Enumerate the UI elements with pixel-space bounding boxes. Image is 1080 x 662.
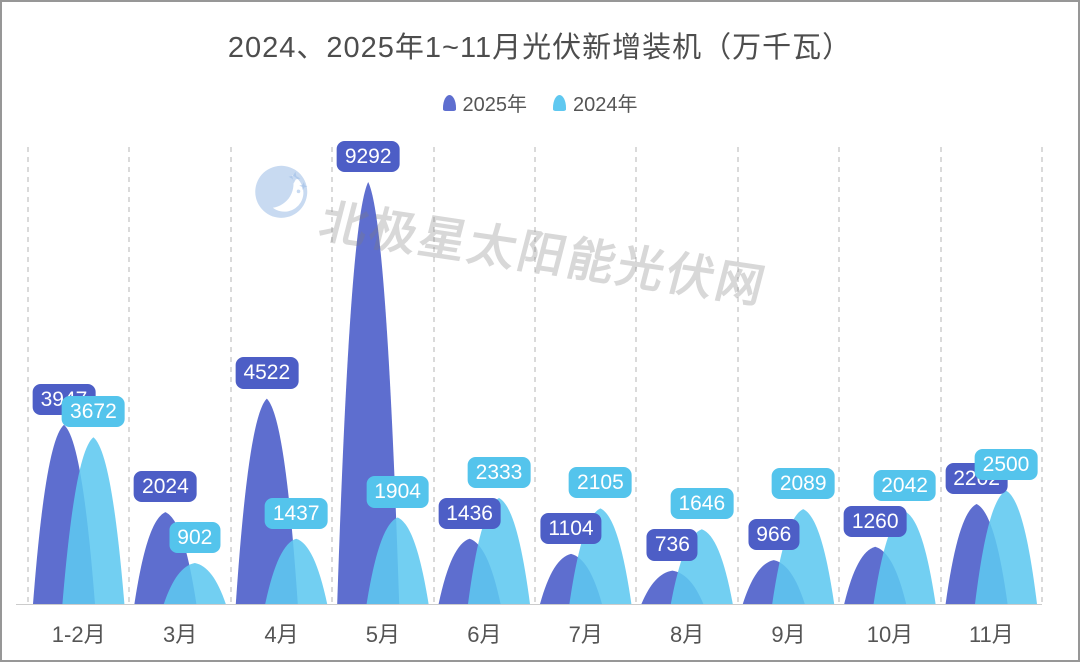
- legend: 2025年 2024年: [2, 88, 1078, 117]
- plot-area: 3947367220249024522143792921904143623331…: [16, 140, 1043, 605]
- legend-marker-2025-icon: [442, 94, 456, 111]
- value-label-2025年-8月: 736: [646, 529, 698, 561]
- legend-label-2024: 2024年: [573, 94, 638, 116]
- value-label-2025年-9月: 966: [748, 518, 800, 551]
- x-axis-label-8月: 8月: [670, 622, 705, 647]
- x-axis-label-7月: 7月: [568, 622, 603, 647]
- value-label-2025年-10月: 1260: [843, 505, 907, 537]
- bar-2024年-5月[interactable]: [366, 517, 429, 604]
- x-axis-line: [16, 604, 1042, 605]
- value-label-2024年-10月: 2042: [873, 470, 936, 502]
- legend-item-2025[interactable]: 2025年: [442, 88, 528, 117]
- value-label-2024年-9月: 2089: [771, 467, 835, 500]
- value-label-2025年-6月: 1436: [438, 497, 501, 529]
- legend-item-2024[interactable]: 2024年: [553, 88, 638, 117]
- gridline: [534, 147, 536, 604]
- bar-2024年-4月[interactable]: [265, 538, 328, 604]
- value-label-2024年-1-2月: 3672: [62, 396, 125, 428]
- x-axis-label-6月: 6月: [467, 622, 502, 647]
- gridline: [432, 147, 435, 604]
- bar-2024年-3月[interactable]: [163, 563, 226, 604]
- gridline: [27, 147, 29, 604]
- x-axis-label-10月: 10月: [866, 622, 914, 647]
- x-axis-label-4月: 4月: [264, 622, 299, 647]
- x-axis-label-5月: 5月: [365, 622, 401, 647]
- value-label-2024年-7月: 2105: [569, 467, 632, 499]
- gridline: [229, 147, 232, 604]
- value-label-2024年-6月: 2333: [467, 456, 531, 489]
- value-label-2025年-7月: 1104: [540, 512, 602, 544]
- value-label-2024年-4月: 1437: [264, 497, 328, 529]
- value-label-2025年-3月: 2024: [134, 470, 197, 503]
- value-label-2025年-5月: 9292: [336, 140, 400, 172]
- gridline: [939, 147, 942, 604]
- x-axis-label-11月: 11月: [968, 622, 1014, 647]
- chart-title: 2024、2025年1~11月光伏新增装机（万千瓦）: [227, 32, 853, 64]
- x-axis-labels: 1-2月 3月 4月 5月 6月 7月 8月 9月 10月 11月: [28, 614, 1042, 652]
- value-label-2024年-3月: 902: [169, 521, 221, 554]
- value-label-2024年-5月: 1904: [366, 476, 429, 508]
- value-label-2024年-8月: 1646: [670, 488, 734, 520]
- bar-2024年-1-2月[interactable]: [62, 437, 125, 604]
- x-axis-label-9月: 9月: [771, 622, 806, 647]
- gridline: [736, 147, 739, 604]
- bar-2024年-11月[interactable]: [975, 490, 1038, 604]
- legend-marker-2024-icon: [553, 94, 566, 111]
- gridline: [331, 147, 334, 604]
- legend-label-2025: 2025年: [462, 94, 528, 116]
- gridline: [1041, 147, 1043, 604]
- x-axis-label-3月: 3月: [162, 622, 198, 647]
- gridline: [635, 147, 638, 604]
- gridline: [838, 147, 841, 604]
- value-label-2025年-4月: 4522: [235, 357, 299, 389]
- x-axis-label-1-2月: 1-2月: [51, 622, 106, 647]
- value-label-2024年-11月: 2500: [974, 449, 1038, 481]
- gridline: [128, 147, 131, 604]
